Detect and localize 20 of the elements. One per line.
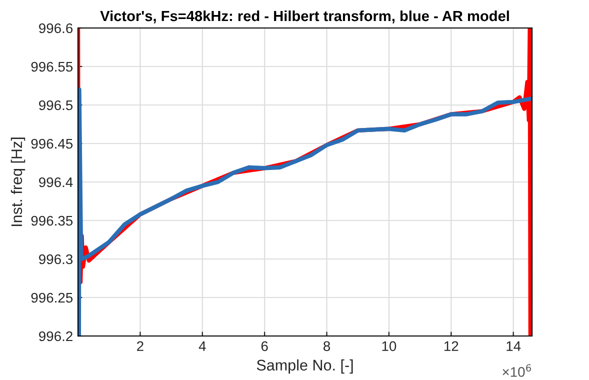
x-tick-label: 4	[198, 341, 206, 351]
y-tick-label: 996.45	[31, 138, 73, 149]
y-tick-label: 996.6	[39, 23, 73, 34]
x-tick-label: 2	[137, 341, 144, 351]
chart-title: Victor's, Fs=48kHz: red - Hilbert transform, blue - AR model	[100, 10, 509, 24]
x-axis-title: Sample No. [-]	[256, 359, 353, 374]
x-tick-label: 14	[506, 341, 521, 351]
x-tick-label: 6	[261, 341, 268, 352]
y-tick-label: 996.35	[31, 216, 73, 226]
y-axis-title: Inst. freq [Hz]	[10, 138, 26, 226]
x-tick-label: 8	[324, 341, 330, 352]
x-tick-label: 12	[444, 341, 458, 351]
y-tick-label: 996.4	[39, 177, 73, 188]
y-tick-label: 996.5	[39, 100, 73, 110]
y-tick-label: 996.25	[31, 292, 73, 303]
y-tick-label: 996.2	[39, 331, 72, 342]
y-tick-label: 996.3	[39, 254, 73, 264]
text: ×10$^{6}$	[502, 364, 531, 377]
x-tick-label: 10	[382, 341, 396, 352]
y-tick-label: 996.55	[31, 62, 73, 72]
